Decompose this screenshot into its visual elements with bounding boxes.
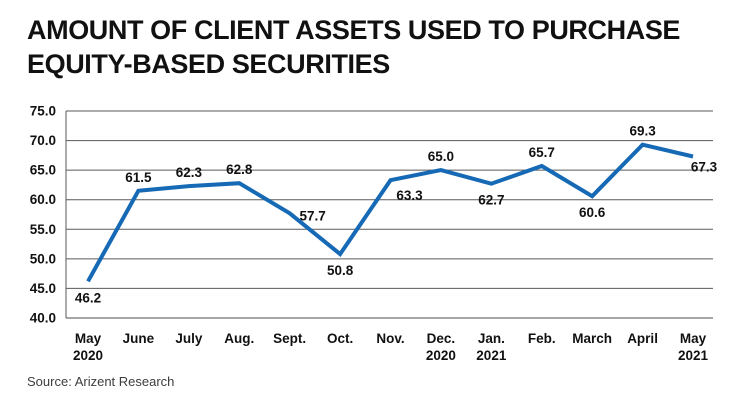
- x-axis-label: 2021: [476, 348, 507, 363]
- chart-title-line-1: AMOUNT OF CLIENT ASSETS USED TO PURCHASE: [27, 15, 681, 45]
- data-point-label: 57.7: [300, 208, 326, 223]
- x-axis-label: Sept.: [273, 331, 306, 346]
- x-axis-label: Nov.: [376, 331, 404, 346]
- x-axis-label: Aug.: [224, 331, 254, 346]
- x-axis-label: July: [175, 331, 203, 346]
- data-point-label: 61.5: [125, 170, 152, 185]
- x-axis-label: Dec.: [427, 331, 456, 346]
- data-point-label: 69.3: [629, 124, 656, 139]
- x-axis-label: Feb.: [528, 331, 556, 346]
- y-axis-label: 45.0: [30, 281, 56, 296]
- x-axis-label: 2021: [678, 348, 709, 363]
- y-axis-label: 55.0: [30, 222, 56, 237]
- y-axis-label: 50.0: [30, 251, 56, 266]
- y-axis-label: 60.0: [30, 192, 56, 207]
- x-axis-label: April: [627, 331, 658, 346]
- data-point-label: 46.2: [75, 290, 101, 305]
- source-attribution: Source: Arizent Research: [27, 374, 175, 389]
- data-point-label: 65.7: [529, 145, 555, 160]
- x-axis-label: 2020: [73, 348, 103, 363]
- y-axis-label: 65.0: [30, 163, 56, 178]
- y-axis-label: 40.0: [30, 311, 56, 326]
- data-point-label: 65.0: [428, 149, 454, 164]
- trend-line: [86, 142, 694, 283]
- data-point-label: 63.3: [396, 188, 423, 203]
- data-point-label: 62.3: [176, 165, 203, 180]
- data-point-label: 60.6: [579, 205, 606, 220]
- x-axis-label: Jan.: [478, 331, 505, 346]
- chart-title: AMOUNT OF CLIENT ASSETS USED TO PURCHASE…: [27, 13, 717, 81]
- y-axis-label: 70.0: [30, 133, 56, 148]
- x-axis-label: June: [123, 331, 155, 346]
- data-point-label: 62.8: [226, 162, 253, 177]
- x-axis-label: May: [680, 331, 707, 346]
- x-axis-label: May: [75, 331, 102, 346]
- data-point-label: 67.3: [691, 160, 718, 175]
- y-axis-label: 75.0: [30, 104, 56, 119]
- data-point-label: 50.8: [327, 263, 354, 278]
- chart-title-line-2: EQUITY-BASED SECURITIES: [27, 49, 390, 79]
- data-point-label: 62.7: [478, 193, 504, 208]
- x-axis-label: 2020: [426, 348, 456, 363]
- x-axis-label: Oct.: [327, 331, 353, 346]
- x-axis-label: March: [572, 331, 612, 346]
